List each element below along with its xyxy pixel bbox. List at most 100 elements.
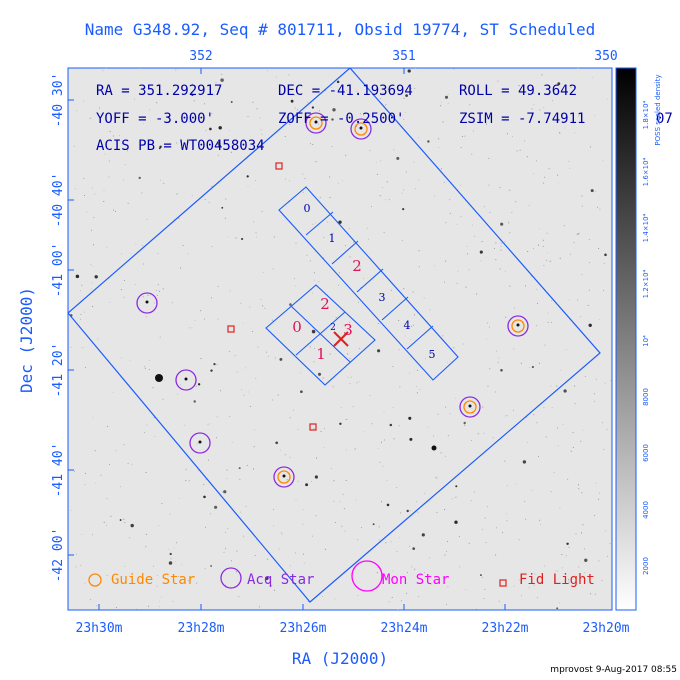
background-star (556, 607, 559, 610)
background-star (546, 259, 547, 261)
background-star (410, 325, 412, 327)
background-star (84, 195, 85, 196)
background-star (568, 160, 570, 162)
background-star (465, 589, 467, 590)
background-star (185, 480, 187, 481)
background-star (279, 357, 283, 361)
background-star (123, 279, 125, 281)
background-star (379, 195, 381, 197)
background-star (332, 232, 334, 234)
background-star (414, 568, 416, 570)
background-star (495, 391, 497, 393)
background-star (177, 393, 178, 395)
background-star (216, 416, 218, 418)
background-star (190, 119, 192, 121)
background-star (169, 552, 172, 556)
background-star (226, 478, 228, 479)
background-star (500, 222, 504, 226)
background-star (142, 296, 144, 298)
background-star (405, 171, 407, 173)
background-star (314, 475, 318, 479)
background-star (550, 385, 552, 387)
background-star (345, 154, 347, 156)
background-star (589, 146, 591, 148)
background-star (184, 424, 186, 426)
background-star (82, 347, 84, 349)
background-star (519, 149, 521, 151)
background-star (407, 572, 408, 574)
chip-label: 2 (352, 257, 362, 275)
background-star (567, 478, 569, 480)
colorbar-tick-label: 4000 (642, 501, 650, 519)
background-star (573, 586, 575, 587)
background-star (509, 189, 511, 191)
background-star (603, 289, 604, 291)
background-star (386, 479, 388, 481)
background-star (376, 572, 378, 574)
background-star (457, 270, 459, 272)
background-star (128, 537, 130, 539)
background-star (566, 542, 569, 546)
background-star (345, 418, 347, 420)
background-star (181, 120, 183, 122)
colorbar-tick-label: 1.6×10⁴ (642, 157, 650, 186)
background-star (424, 572, 425, 573)
background-star (419, 388, 421, 390)
background-star (358, 380, 360, 382)
background-star (171, 302, 173, 304)
background-star (511, 211, 513, 213)
background-star (200, 310, 202, 312)
background-star (147, 294, 149, 296)
background-star (570, 86, 572, 88)
background-star (398, 349, 400, 351)
background-star (306, 254, 308, 256)
left-tick-label: -42 00' (51, 528, 66, 583)
background-star (330, 468, 332, 470)
background-star (456, 223, 458, 225)
background-star (159, 179, 161, 181)
background-star (438, 138, 440, 140)
background-star (485, 542, 487, 544)
background-star (434, 195, 436, 197)
background-star (340, 407, 342, 409)
background-star (543, 407, 545, 409)
background-star (289, 456, 291, 458)
plot-title: Name G348.92, Seq # 801711, Obsid 19774,… (85, 20, 596, 39)
background-star (178, 575, 179, 577)
background-star (235, 571, 237, 573)
background-star (411, 566, 413, 568)
background-star (498, 357, 500, 359)
background-star (178, 217, 180, 219)
background-star (535, 325, 537, 327)
background-star (544, 344, 546, 346)
background-star (511, 135, 513, 137)
background-star (487, 385, 489, 387)
background-star (205, 526, 206, 528)
background-star (403, 118, 405, 120)
background-star (311, 106, 315, 109)
background-star (127, 150, 129, 152)
background-star (106, 498, 108, 500)
background-star (468, 269, 470, 271)
background-star (440, 105, 442, 107)
background-star (454, 397, 456, 399)
background-star (297, 109, 298, 111)
background-star (332, 386, 334, 388)
background-star (230, 151, 232, 153)
acis-s-chips (278, 186, 459, 381)
chip-labels: 0 1 2 3 4 5 2 0 1 3 2 (292, 202, 435, 363)
background-star (94, 450, 96, 452)
background-star (573, 242, 575, 244)
background-star (124, 521, 126, 523)
background-star (481, 241, 483, 243)
background-star (380, 160, 382, 162)
background-star (221, 73, 223, 75)
background-star (409, 437, 413, 441)
background-star (332, 108, 336, 112)
background-star (497, 80, 499, 82)
background-star (383, 232, 385, 233)
background-star (572, 447, 574, 448)
background-star (418, 179, 420, 181)
background-star (255, 180, 257, 182)
background-star (574, 385, 576, 387)
